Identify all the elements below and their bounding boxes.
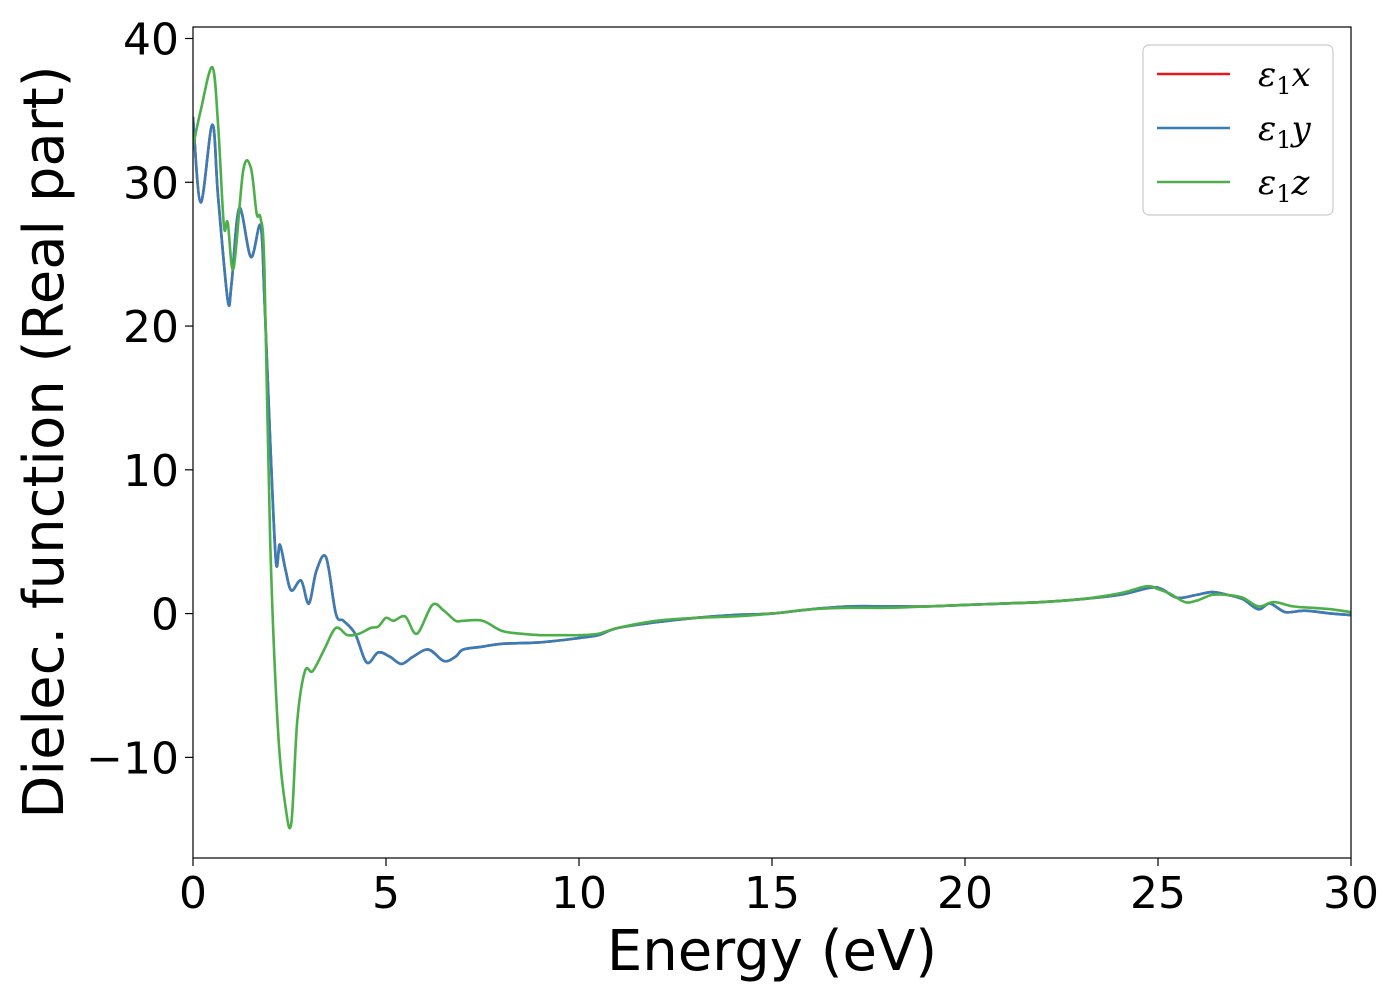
legend-suffix: y [1290,109,1312,149]
y-tick-label: 20 [123,302,179,353]
x-tick-label: 15 [744,868,800,919]
legend-label-z: ε1z [1258,163,1311,208]
x-tick-label: 25 [1130,868,1186,919]
x-tick-label: 0 [179,868,207,919]
series-line-z [193,65,1351,830]
y-axis: −10 0 10 20 30 40 [86,15,193,784]
y-tick-label: 40 [123,15,179,66]
legend-symbol: ε [1258,163,1276,203]
x-tick-label: 10 [551,868,607,919]
legend-symbol: ε [1258,55,1276,95]
legend-suffix: z [1291,163,1311,203]
legend-suffix: x [1292,55,1311,95]
y-tick-label: 30 [123,158,179,209]
x-tick-label: 30 [1323,868,1379,919]
x-tick-label: 5 [372,868,400,919]
y-tick-label: −10 [86,733,179,784]
x-tick-label: 20 [937,868,993,919]
legend-label-y: ε1y [1258,109,1312,154]
y-axis-label: Dielec. function (Real part) [12,65,77,818]
y-tick-label: 0 [151,590,179,641]
legend-subscript: 1 [1276,180,1291,208]
legend-label-x: ε1x [1258,55,1311,100]
legend-symbol: ε [1258,109,1276,149]
y-tick-label: 10 [123,446,179,497]
x-axis-label: Energy (eV) [607,919,937,984]
legend-subscript: 1 [1276,126,1291,154]
x-axis: 0 5 10 15 20 25 30 [179,858,1379,919]
legend-frame [1142,44,1334,216]
legend-subscript: 1 [1276,72,1291,100]
series-layer [193,65,1351,830]
